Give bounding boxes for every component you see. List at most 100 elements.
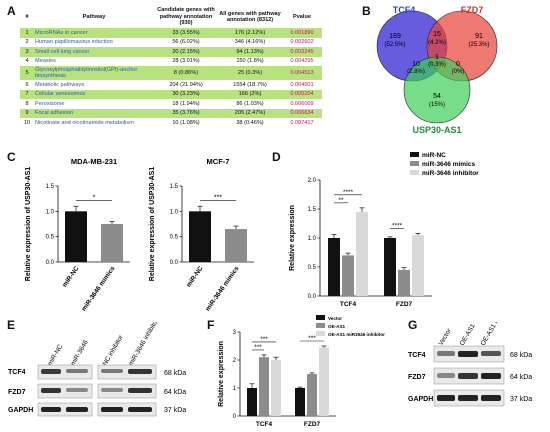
blot-e-lane-label: NC inhibitor [102,333,125,367]
header-pathway: Pathway [82,13,106,20]
row-all-genes: 94 (1.13%) [218,47,282,57]
bar [342,255,354,296]
row-all-genes: 166 (2%) [218,89,282,100]
y-tick-label: 1.0 [170,209,179,215]
row-pvalue: 0.006634 [282,108,322,119]
blot-g-size-label: 64 kDa [510,374,532,381]
y-tick-label: 0.0 [308,294,317,300]
row-pvalue: 0.002602 [282,37,322,48]
row-index: 1 [20,28,34,38]
legend-label: miR-3646 mimics [422,161,475,168]
pathway-table: # Pathway Candidate genes with pathway a… [20,6,322,128]
legend-label: miR-3646 inhibitor [422,170,479,177]
blot-band [128,407,152,412]
row-pathway: Peroxisome [34,99,154,109]
blot-band [41,369,61,374]
western-blot-e: miR-NC miR-3646 NC inhibitor miR-3646 in… [8,322,186,417]
row-pvalue: 0.004513 [282,66,322,81]
blot-band [101,407,123,412]
row-candidate: 18 (1.94%) [154,99,218,109]
blot-e-left-membrane [37,364,93,417]
y-axis-label: Relative expression [289,205,296,271]
table-row: 4 Measles 28 (3.01%) 150 (1.8%) 0.004295 [20,56,322,67]
row-index: 10 [20,118,34,128]
y-tick-label: 0 [233,414,237,420]
blot-e-size-label: 68 kDa [164,370,186,377]
y-tick-label: 2 [233,358,237,364]
row-pathway: Nicotinate and nicotinamide metabolism [34,118,154,128]
blot-band [437,351,455,356]
significance-marker: **** [343,189,354,196]
svg-text:(4.2%): (4.2%) [428,40,446,46]
x-tick-label: FZD7 [396,301,413,308]
row-pathway: Cellular senescence [34,89,154,100]
bar [412,235,424,296]
blot-g-lane-label: Vector [438,327,454,347]
bar [319,347,329,416]
row-pvalue: 0.007417 [282,118,322,128]
row-pvalue: 0.005204 [282,89,322,100]
blot-band [481,351,501,356]
blot-e-right-membrane [97,364,157,417]
legend-swatch [316,315,325,320]
significance-marker: ** [338,197,344,204]
table-row: 1 MicroRNAs in cancer 33 (3.55%) 176 (2.12%… [20,28,322,38]
x-tick-label: miR-3646 mimics [80,265,116,313]
panel-letter-g: G [408,318,418,332]
x-tick-label: miR-3646 mimics [204,265,240,313]
blot-band [128,388,152,393]
blot-band [481,395,501,401]
y-tick-label: 0.5 [46,235,55,241]
panel-letter-e: E [7,318,16,332]
blot-e-lane-label: miR-3646 inhibitor [128,322,161,367]
row-index: 8 [20,99,34,109]
blot-band [458,351,478,357]
table-row: 10 Nicotinate and nicotinamide metabolism… [20,118,322,128]
venn-region-tcf4-fzd7: 15 (4.2%) [428,31,446,46]
legend-label: miR-NC [422,152,446,159]
venn-region-tcf4-only: 189 (52.5%) [384,33,405,48]
bar [101,224,123,262]
blot-g-protein-label: TCF4 [408,352,426,359]
svg-text:10: 10 [412,61,420,68]
svg-text:0: 0 [456,61,460,68]
blot-e-lane-label: miR-3646 [70,339,90,367]
y-axis-label: Relative expression [218,341,225,407]
chart-title: MCF-7 [207,157,230,166]
row-candidate: 20 (2.15%) [154,47,218,57]
legend-swatch [316,331,325,336]
legend-swatch [316,323,325,328]
header-all-genes: All genes with pathway annotation (8312) [219,10,281,23]
bar [259,357,269,416]
blot-band [41,407,61,412]
bar [328,238,340,296]
row-candidate: 35 (3.76%) [154,108,218,119]
row-pvalue: 0.004601 [282,80,322,90]
row-index: 2 [20,37,34,48]
panel-letter-f: F [207,318,215,332]
blot-g-protein-label: GAPDH [408,396,433,403]
panel-letter-c: C [7,150,16,164]
row-index: 7 [20,89,34,100]
panel-letter-a: A [7,4,16,18]
blot-band [101,369,123,373]
table-row: 3 Small cell lung cancer 20 (2.15%) 94 (1.1… [20,47,322,57]
y-tick-label: 1 [233,386,237,392]
y-tick-label: 0.0 [46,260,55,266]
blot-e-protein-label: GAPDH [8,407,33,414]
blot-g-lane-label: OE-AS1 miR3646 inhibitor [480,322,525,347]
y-tick-label: 0.0 [170,260,179,266]
blot-band [437,395,455,401]
svg-text:(2.8%): (2.8%) [407,69,425,75]
row-pvalue: 0.003245 [282,47,322,57]
row-pathway: Glycosylphosphatidylinositol(GPI)-anchor… [34,66,154,81]
bar [225,229,247,262]
table-row: 2 Human papillomavirus infection 56 (6.02%… [20,37,322,48]
blot-g-lane-label: OE-AS1 [459,323,477,347]
significance-marker: **** [392,222,403,229]
table-row: 6 Metabolic pathways 204 (21.94%) 1554 (18.… [20,80,322,90]
chart-d: 0.0 0.5 1.0 1.5 2.0 Relative expression TCF4 FZ… [289,152,479,308]
venn-region-fzd7-usp30: 0 (0%) [452,61,465,75]
svg-text:(0%): (0%) [452,69,465,75]
row-index: 3 [20,47,34,57]
